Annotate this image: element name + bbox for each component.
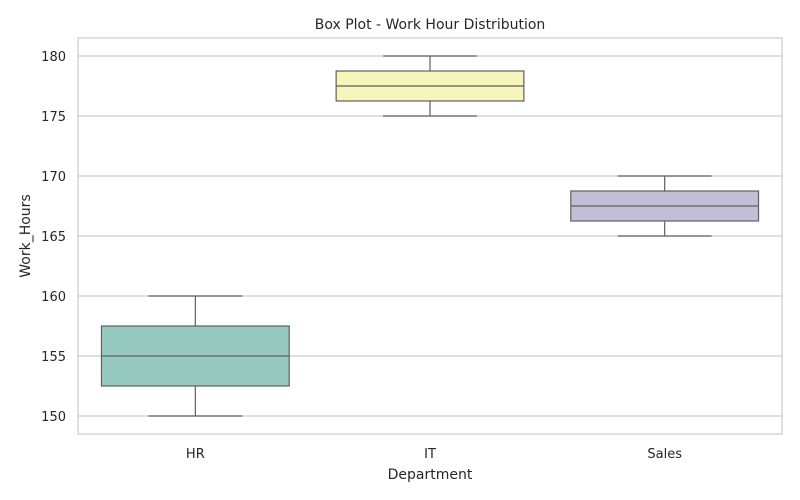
y-tick-label-170: 170 <box>41 170 66 185</box>
y-tick-labels: 150 155 160 165 170 175 180 <box>41 50 66 425</box>
y-tick-label-150: 150 <box>41 410 66 425</box>
box-sales <box>570 175 760 237</box>
x-tick-labels: HR IT Sales <box>186 447 682 462</box>
y-tick-label-165: 165 <box>41 230 66 245</box>
y-tick-label-160: 160 <box>41 290 66 305</box>
plot-frame <box>77 37 783 435</box>
y-axis-label: Work_Hours <box>18 194 34 277</box>
x-tick-label-hr: HR <box>186 447 205 462</box>
y-tick-label-180: 180 <box>41 50 66 65</box>
x-tick-label-sales: Sales <box>647 447 682 462</box>
y-tick-label-155: 155 <box>41 350 66 365</box>
box-series <box>100 55 760 417</box>
x-axis-label: Department <box>388 467 473 483</box>
y-tick-label-175: 175 <box>41 110 66 125</box>
x-tick-label-it: IT <box>424 447 436 462</box>
box-hr <box>100 295 290 417</box>
chart-title: Box Plot - Work Hour Distribution <box>315 17 546 33</box>
box-it <box>335 55 525 117</box>
